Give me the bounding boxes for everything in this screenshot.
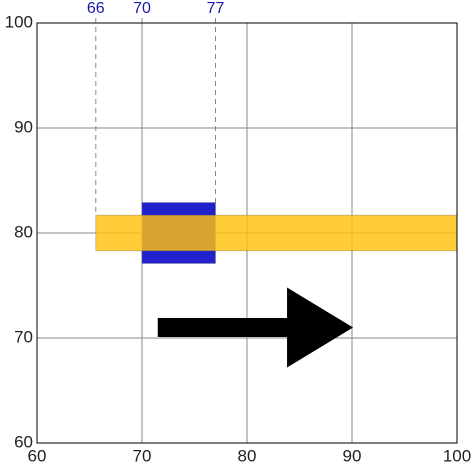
x-tick-label: 100 (443, 446, 471, 465)
marker-label: 66 (87, 0, 105, 17)
arrow (157, 287, 354, 368)
marker-label: 77 (207, 0, 225, 17)
y-tick-label: 100 (5, 12, 33, 31)
x-tick-label: 80 (238, 446, 257, 465)
y-tick-label: 60 (14, 432, 33, 451)
y-tick-label: 70 (14, 327, 33, 346)
x-tick-label: 70 (133, 446, 152, 465)
plot-frame (36, 22, 458, 444)
marker-label: 70 (133, 0, 151, 17)
y-tick-label: 80 (14, 222, 33, 241)
interval-rect (95, 214, 458, 252)
x-tick-label: 60 (28, 446, 47, 465)
x-tick-label: 90 (343, 446, 362, 465)
y-tick-label: 90 (14, 117, 33, 136)
